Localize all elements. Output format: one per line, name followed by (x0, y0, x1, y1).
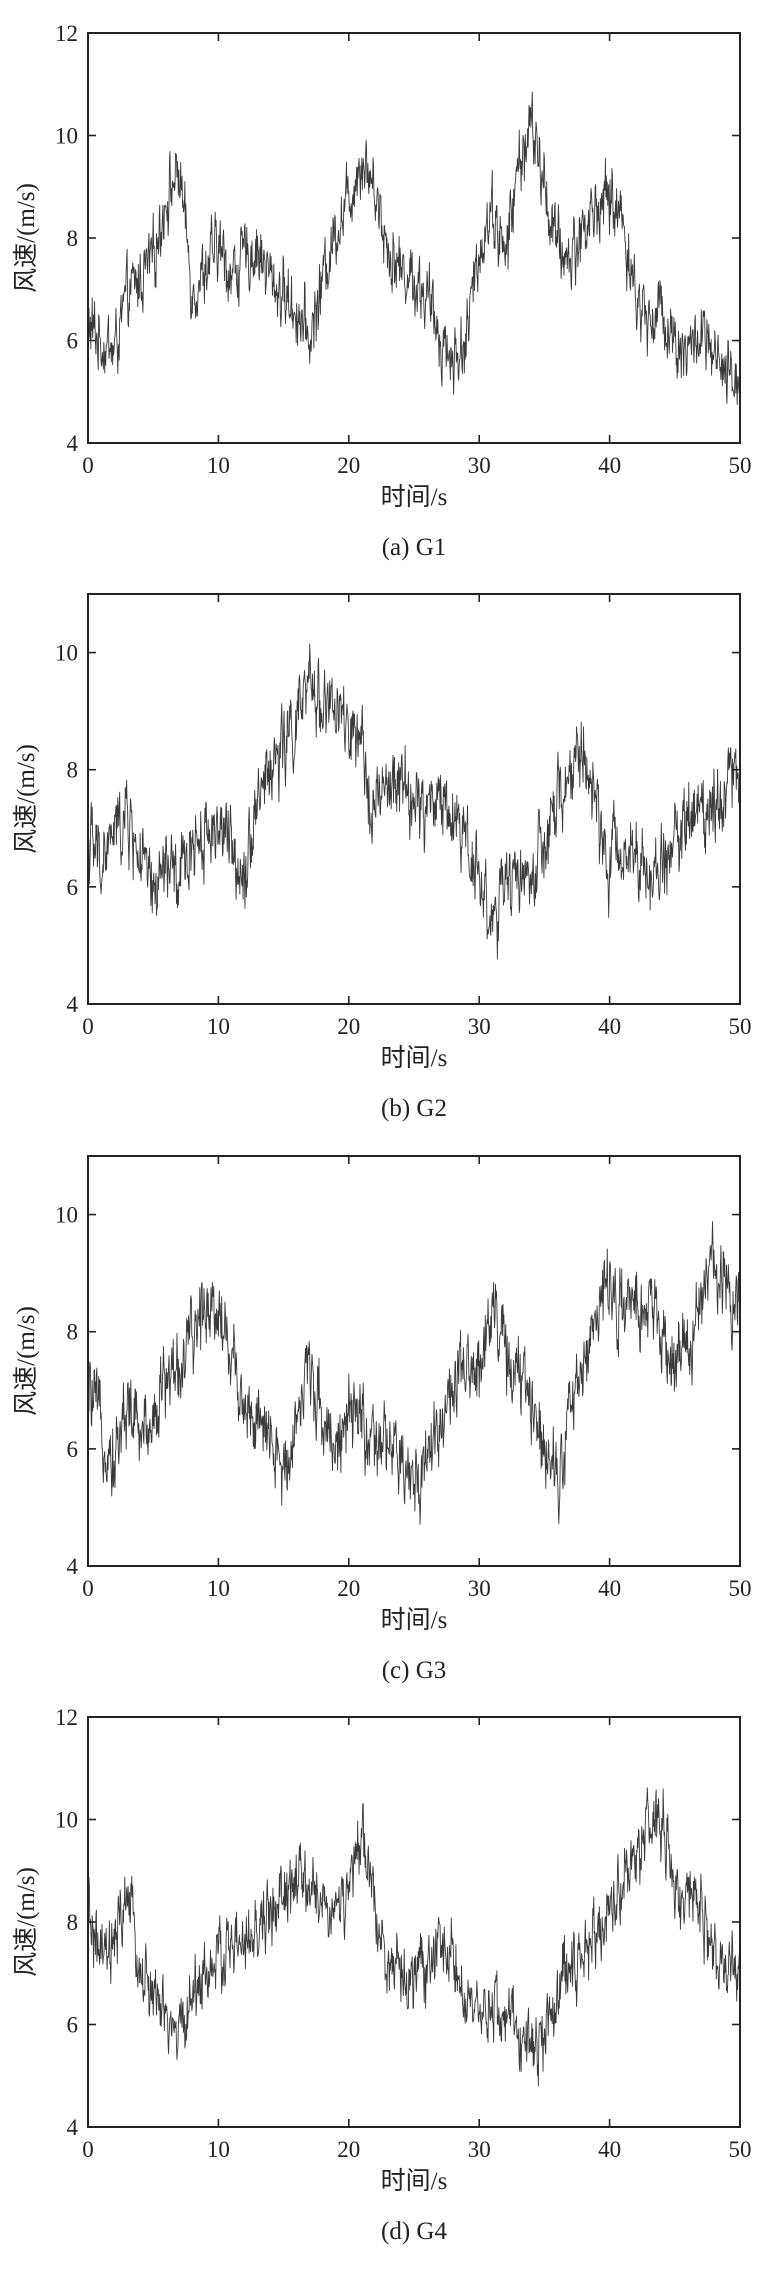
y-tick-label: 6 (67, 1437, 79, 1462)
y-axis-label: 风速/(m/s) (12, 1867, 40, 1977)
x-tick-label: 40 (598, 2137, 621, 2162)
y-tick-label: 12 (55, 21, 78, 46)
panel-caption: (b) G2 (381, 1095, 447, 1122)
y-tick-label: 12 (55, 1705, 78, 1730)
x-tick-label: 20 (337, 1576, 360, 1601)
x-tick-label: 30 (468, 1014, 491, 1039)
x-tick-label: 10 (207, 2137, 230, 2162)
panel-caption: (d) G4 (381, 2218, 447, 2245)
plot-frame (87, 1155, 741, 1567)
x-tick-label: 30 (468, 453, 491, 478)
y-tick-label: 8 (67, 226, 79, 251)
y-tick-label: 4 (67, 992, 79, 1017)
y-axis-label: 风速/(m/s) (12, 183, 40, 293)
x-tick-label: 10 (207, 453, 230, 478)
x-axis-label: 时间/s (381, 2167, 448, 2195)
y-tick-label: 6 (67, 875, 79, 900)
y-tick-label: 8 (67, 1320, 79, 1345)
x-tick-label: 20 (337, 453, 360, 478)
y-tick-label: 10 (55, 1203, 78, 1228)
series-line-2-1 (87, 643, 741, 960)
y-tick-label: 4 (67, 431, 79, 456)
x-tick-label: 50 (729, 1014, 752, 1039)
x-tick-label: 40 (598, 1014, 621, 1039)
plot-frame (87, 32, 741, 444)
chart-panel-2: 0 10 20 30 40 50 4 6 8 10 时间/s 风速/(m/s) (b) G2 (12, 593, 752, 1122)
y-tick-label: 4 (67, 1554, 79, 1579)
y-tick-label: 4 (67, 2115, 79, 2140)
x-tick-label: 50 (729, 2137, 752, 2162)
chart-panel-1: 0 10 20 30 40 50 4 6 8 10 12 时间/s 风速/(m/s) (a) G1 (12, 21, 752, 561)
panel-caption: (a) G1 (382, 534, 447, 561)
y-tick-label: 10 (55, 641, 78, 666)
x-axis-label: 时间/s (381, 1606, 448, 1634)
chart-panel-4: 0 10 20 30 40 50 4 6 8 10 12 时间/s 风速/(m/s) (d) G4 (12, 1705, 752, 2245)
plot-frame (87, 1716, 741, 2128)
panel-caption: (c) G3 (382, 1657, 447, 1684)
x-axis-label: 时间/s (381, 1044, 448, 1072)
x-tick-label: 20 (337, 2137, 360, 2162)
x-tick-label: 50 (729, 453, 752, 478)
y-tick-label: 6 (67, 2013, 79, 2038)
y-tick-label: 8 (67, 1910, 79, 1935)
x-tick-label: 40 (598, 1576, 621, 1601)
y-axis-label: 风速/(m/s) (12, 744, 40, 854)
x-axis-label: 时间/s (381, 483, 448, 511)
x-tick-label: 50 (729, 1576, 752, 1601)
x-tick-label: 0 (82, 1014, 94, 1039)
y-tick-label: 6 (67, 329, 79, 354)
y-tick-label: 10 (55, 1808, 78, 1833)
x-tick-label: 10 (207, 1576, 230, 1601)
series-line-1-1 (87, 91, 741, 406)
x-tick-label: 0 (82, 2137, 94, 2162)
x-tick-label: 40 (598, 453, 621, 478)
plot-frame (87, 593, 741, 1005)
chart-panel-3: 0 10 20 30 40 50 4 6 8 10 时间/s 风速/(m/s) (c) G3 (12, 1155, 752, 1684)
x-tick-label: 20 (337, 1014, 360, 1039)
x-tick-label: 30 (468, 2137, 491, 2162)
x-tick-label: 30 (468, 1576, 491, 1601)
x-tick-label: 10 (207, 1014, 230, 1039)
x-tick-label: 0 (82, 453, 94, 478)
x-tick-label: 0 (82, 1576, 94, 1601)
series-line-4-1 (87, 1787, 741, 2087)
series-line-3-1 (87, 1221, 741, 1525)
y-tick-label: 8 (67, 758, 79, 783)
y-axis-label: 风速/(m/s) (12, 1306, 40, 1416)
y-tick-label: 10 (55, 124, 78, 149)
